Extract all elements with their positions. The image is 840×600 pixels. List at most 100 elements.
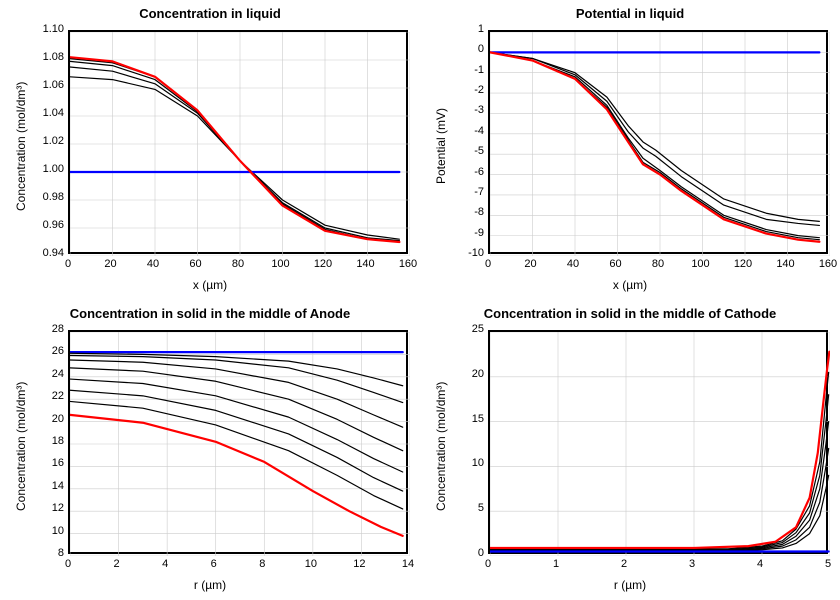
y-tick: -6 xyxy=(442,166,484,178)
series-line-5 xyxy=(490,52,819,241)
series-line-0 xyxy=(70,77,399,239)
x-tick: 0 xyxy=(53,258,83,270)
y-tick: 24 xyxy=(22,368,64,380)
series-line-6 xyxy=(490,352,829,548)
x-tick: 2 xyxy=(102,558,132,570)
x-tick: 1 xyxy=(541,558,571,570)
y-tick: 1.06 xyxy=(22,79,64,91)
series-line-2 xyxy=(490,52,819,237)
y-tick: 20 xyxy=(442,368,484,380)
x-tick: 40 xyxy=(558,258,588,270)
y-tick: 25 xyxy=(442,323,484,335)
x-tick: 80 xyxy=(223,258,253,270)
plot-svg xyxy=(490,32,830,256)
plot-svg xyxy=(490,332,830,556)
y-tick: 10 xyxy=(442,457,484,469)
y-tick: -9 xyxy=(442,227,484,239)
y-tick: -4 xyxy=(442,125,484,137)
x-tick: 5 xyxy=(813,558,840,570)
plot-area xyxy=(68,330,408,554)
plot-svg xyxy=(70,332,410,556)
chart-title: Concentration in liquid xyxy=(0,6,420,21)
y-tick: 18 xyxy=(22,435,64,447)
x-tick: 160 xyxy=(813,258,840,270)
y-tick: -8 xyxy=(442,206,484,218)
x-tick: 10 xyxy=(296,558,326,570)
series-line-8 xyxy=(70,353,403,385)
x-tick: 0 xyxy=(473,258,503,270)
x-tick: 80 xyxy=(643,258,673,270)
x-tick: 40 xyxy=(138,258,168,270)
chart-title: Potential in liquid xyxy=(420,6,840,21)
x-tick: 140 xyxy=(351,258,381,270)
x-axis-label: r (µm) xyxy=(0,578,420,592)
x-tick: 20 xyxy=(96,258,126,270)
x-tick: 4 xyxy=(150,558,180,570)
chart-title: Concentration in solid in the middle of … xyxy=(420,306,840,321)
panel-potential-liquid: Potential in liquidPotential (mV)x (µm)0… xyxy=(420,0,840,300)
y-tick: 16 xyxy=(22,457,64,469)
x-axis-label: x (µm) xyxy=(420,278,840,292)
y-tick: 1.10 xyxy=(22,23,64,35)
plot-svg xyxy=(70,32,410,256)
series-line-7 xyxy=(70,415,403,536)
y-tick: -10 xyxy=(442,247,484,259)
series-line-5 xyxy=(70,57,399,242)
y-tick: 14 xyxy=(22,480,64,492)
series-line-0 xyxy=(70,356,403,403)
x-tick: 6 xyxy=(199,558,229,570)
series-line-2 xyxy=(70,61,399,242)
panel-conc-solid-cathode: Concentration in solid in the middle of … xyxy=(420,300,840,600)
y-tick: 0.94 xyxy=(22,247,64,259)
y-tick: -2 xyxy=(442,84,484,96)
panel-conc-solid-anode: Concentration in solid in the middle of … xyxy=(0,300,420,600)
y-tick: 0.98 xyxy=(22,191,64,203)
y-tick: 1.08 xyxy=(22,51,64,63)
x-tick: 60 xyxy=(601,258,631,270)
x-tick: 12 xyxy=(344,558,374,570)
y-tick: 5 xyxy=(442,502,484,514)
y-tick: 20 xyxy=(22,413,64,425)
plot-area xyxy=(488,30,828,254)
series-line-1 xyxy=(490,448,829,550)
series-line-2 xyxy=(70,368,403,451)
chart-grid: Concentration in liquid Concentration (mo… xyxy=(0,0,840,600)
x-tick: 0 xyxy=(473,558,503,570)
y-tick: 12 xyxy=(22,502,64,514)
x-tick: 8 xyxy=(247,558,277,570)
y-tick: 22 xyxy=(22,390,64,402)
series-line-4 xyxy=(490,372,829,549)
x-axis-label: x (µm) xyxy=(0,278,420,292)
x-tick: 0 xyxy=(53,558,83,570)
x-tick: 100 xyxy=(266,258,296,270)
x-tick: 100 xyxy=(686,258,716,270)
series-line-2 xyxy=(490,422,829,550)
y-tick: -3 xyxy=(442,104,484,116)
x-tick: 3 xyxy=(677,558,707,570)
series-line-3 xyxy=(70,59,399,242)
y-tick: -5 xyxy=(442,145,484,157)
series-line-0 xyxy=(490,52,819,221)
x-tick: 20 xyxy=(516,258,546,270)
x-tick: 140 xyxy=(771,258,801,270)
y-tick: -1 xyxy=(442,64,484,76)
x-tick: 4 xyxy=(745,558,775,570)
y-tick: 10 xyxy=(22,525,64,537)
chart-title: Concentration in solid in the middle of … xyxy=(0,306,420,321)
x-tick: 14 xyxy=(393,558,423,570)
y-tick: 1.00 xyxy=(22,163,64,175)
x-axis-label: r (µm) xyxy=(420,578,840,592)
series-line-3 xyxy=(70,379,403,472)
plot-area xyxy=(68,30,408,254)
x-tick: 160 xyxy=(393,258,423,270)
y-axis-label: Concentration (mol/dm³) xyxy=(434,382,448,511)
x-tick: 120 xyxy=(728,258,758,270)
y-tick: 0 xyxy=(442,547,484,559)
x-tick: 2 xyxy=(609,558,639,570)
x-tick: 120 xyxy=(308,258,338,270)
y-tick: 26 xyxy=(22,345,64,357)
y-tick: 1.04 xyxy=(22,107,64,119)
y-tick: 1 xyxy=(442,23,484,35)
y-tick: 28 xyxy=(22,323,64,335)
y-tick: 1.02 xyxy=(22,135,64,147)
